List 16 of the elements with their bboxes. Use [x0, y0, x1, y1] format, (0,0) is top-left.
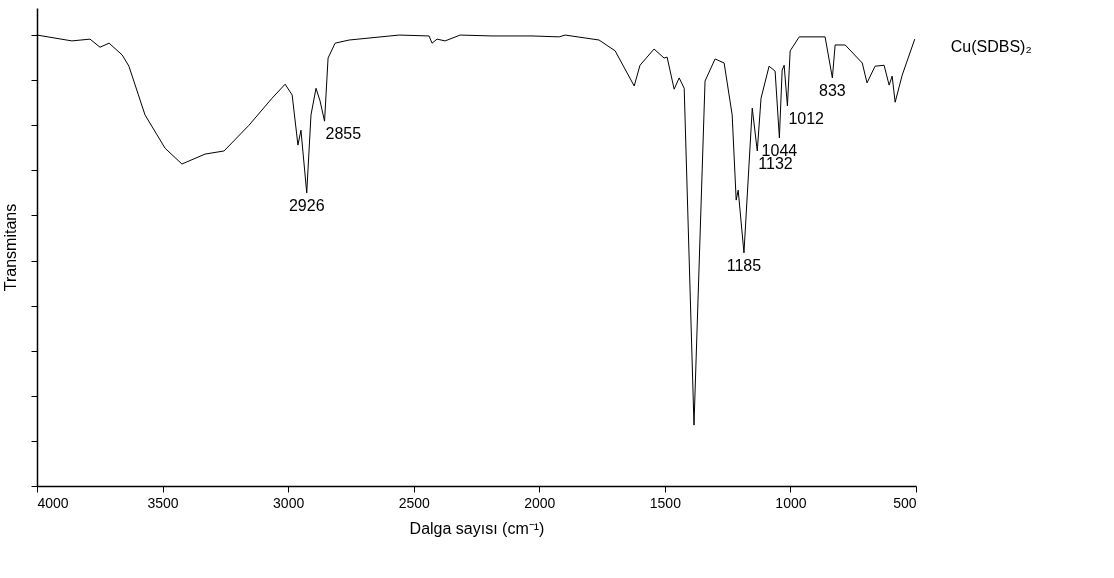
annotation: 1185: [726, 256, 762, 274]
y-axis-title: Transmitans: [2, 203, 19, 292]
annotation: 833: [819, 81, 846, 99]
annotation: 1012: [788, 109, 825, 127]
x-tick-label: 2000: [524, 494, 556, 511]
text: Cu(SDBS)₂: [950, 38, 1032, 56]
x-tick-label: 2500: [398, 494, 430, 511]
annotation: 2855: [325, 125, 362, 143]
x-tick-label: 500: [893, 494, 917, 511]
x-tick-label: 1000: [775, 494, 807, 511]
x-tick-label: 1500: [649, 494, 682, 511]
x-axis-title: Dalga sayısı (cm⁻¹): [409, 519, 545, 537]
annotation: 2926: [288, 196, 325, 214]
x-tick-label: 4000: [37, 494, 69, 511]
x-tick-label: 3500: [147, 494, 179, 511]
x-tick-label: 3000: [273, 494, 305, 511]
